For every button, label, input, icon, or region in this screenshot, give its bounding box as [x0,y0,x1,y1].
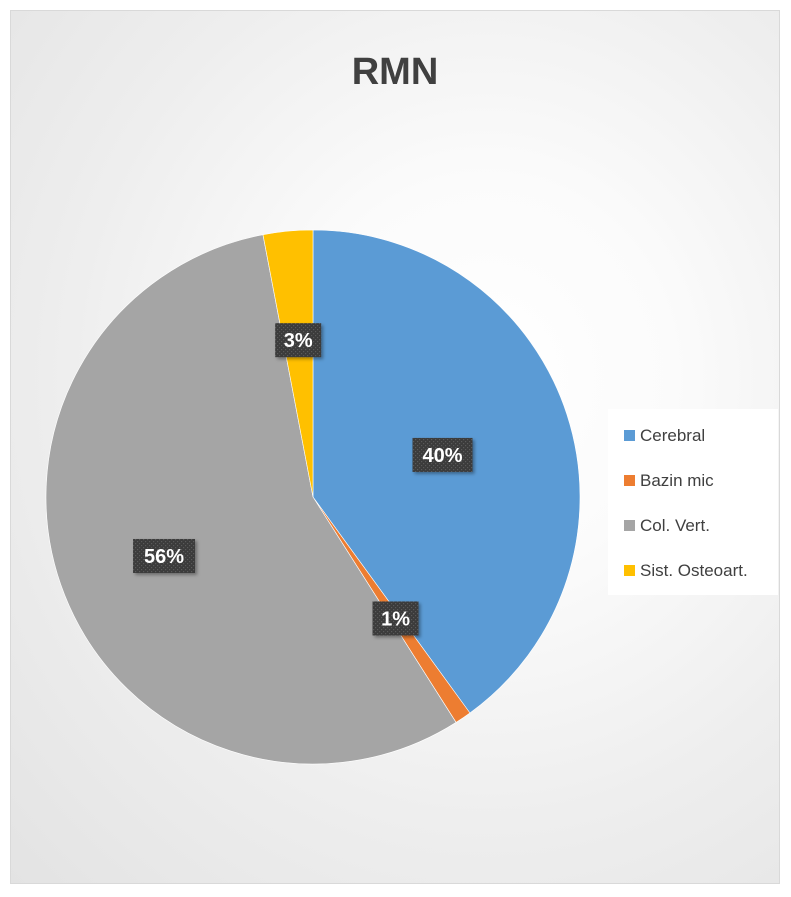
data-label-bazin-mic: 1% [372,601,419,636]
data-label-box-bazin-mic [372,601,419,636]
legend-label-cerebral: Cerebral [640,425,706,445]
legend-item-sist-osteoart: Sist. Osteoart. [608,548,778,593]
data-label-cerebral: 40% [412,437,473,472]
data-label-text-bazin-mic: 1% [381,608,410,630]
legend-swatch-bazin-mic [624,475,635,486]
data-label-text-sist-osteoart: 3% [284,330,313,352]
legend-label-sist-osteoart: Sist. Osteoart. [640,560,748,580]
chart-area: RMN 40% 1% 56% 3% Cerebral Bazin mic Col. V… [10,10,780,884]
legend-label-bazin-mic: Bazin mic [640,470,714,490]
legend-swatch-col-vert [624,520,635,531]
pie-slice-sist-osteoart [262,229,314,498]
chart-title: RMN [351,51,439,93]
chart-legend: Cerebral Bazin mic Col. Vert. Sist. Oste… [608,409,778,595]
data-label-sist-osteoart: 3% [275,323,322,358]
legend-swatch-sist-osteoart [624,565,635,576]
data-label-box-cerebral [412,437,473,472]
data-label-box-sist-osteoart [275,323,322,358]
legend-item-cerebral: Cerebral [608,413,778,458]
data-label-text-col-vert: 56% [144,546,184,568]
legend-label-col-vert: Col. Vert. [640,515,710,535]
pie-slice-col-vert [45,234,457,765]
data-label-text-cerebral: 40% [422,445,462,467]
legend-item-bazin-mic: Bazin mic [608,458,778,503]
legend-item-col-vert: Col. Vert. [608,503,778,548]
data-label-box-col-vert [133,538,196,573]
pie-chart: 40% 1% 56% 3% [45,229,581,765]
data-label-col-vert: 56% [133,538,196,573]
legend-swatch-cerebral [624,430,635,441]
